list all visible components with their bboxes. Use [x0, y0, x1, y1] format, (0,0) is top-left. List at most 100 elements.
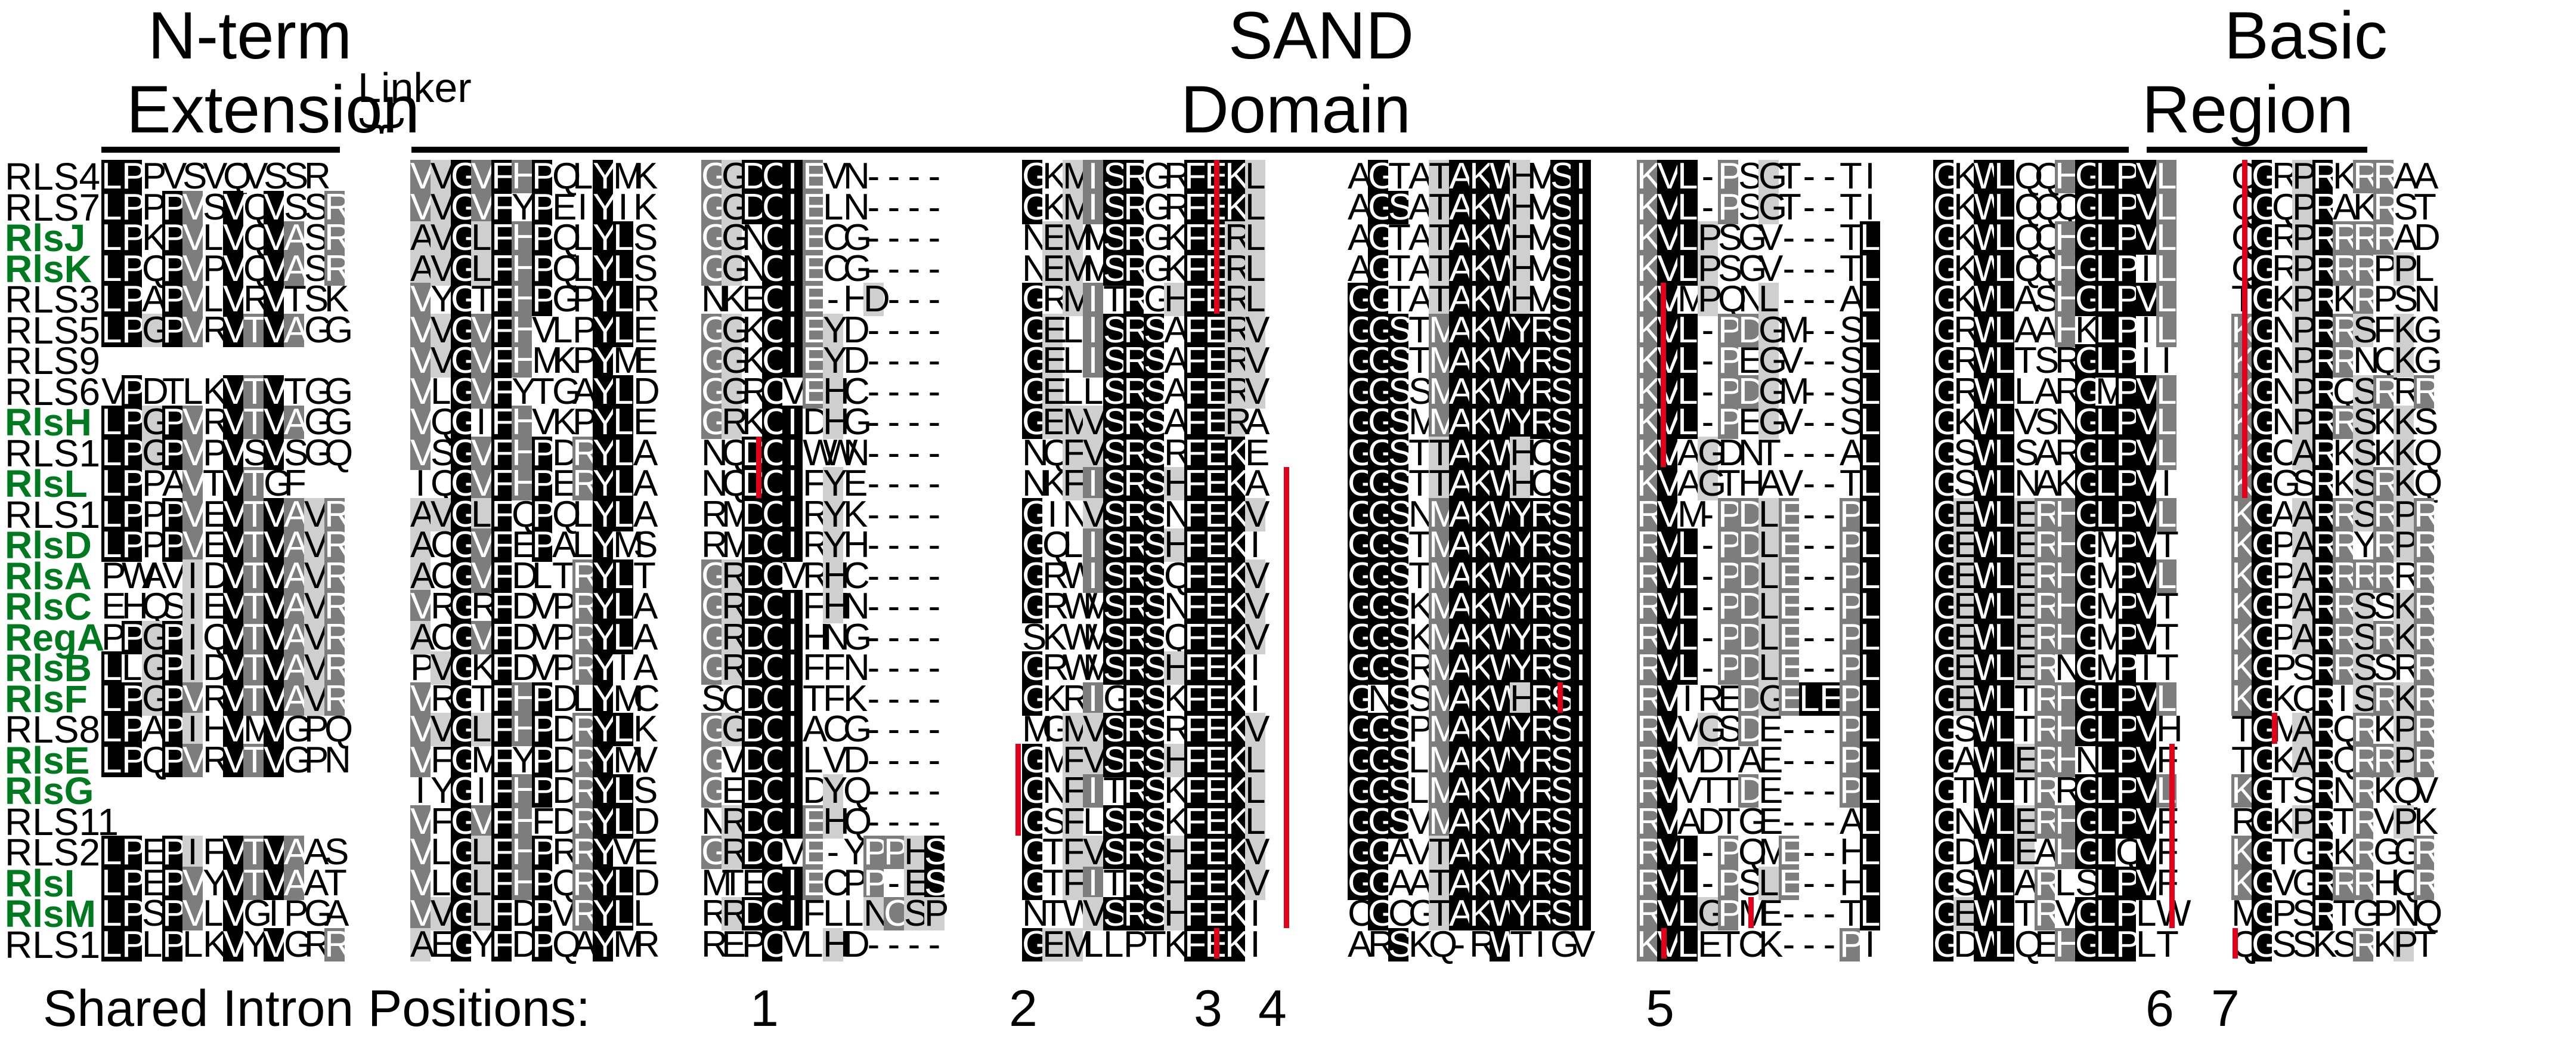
alignment-row: NEMMSRGKFERL — [1022, 217, 1266, 258]
header-domain: Domain — [1181, 72, 1411, 147]
intron-position-number: 1 — [750, 980, 779, 1037]
header-extension: Extension — [126, 72, 420, 147]
header-sand: SAND — [1228, 0, 1414, 73]
alignment-row: LPQPVPVQVASR — [101, 248, 351, 289]
alignment-row: QGRPRRRPPL — [2231, 248, 2435, 289]
alignment-row: VVGLFHPDRYLK — [410, 709, 658, 750]
alignment-row: VSGVFHPDRYLA — [410, 432, 658, 474]
alignment-row: GGSRMAKWYRSI — [1348, 650, 1591, 687]
alignment-row: KGPARRSRKR — [2231, 616, 2441, 658]
alignment-row: GSWLNAKGLPVI — [1933, 463, 2172, 504]
alignment-row: GRDCI FHN- - - - — [701, 586, 941, 627]
alignment-row: RVL- PDLE- - PL — [1637, 586, 1881, 627]
alignment-row: GEWLERHGMPVT — [1933, 524, 2179, 565]
alignment-row: KVLPSGV- - - TL — [1637, 217, 1881, 258]
alignment-row: GEDCI DYQ- - - - — [701, 770, 941, 811]
sequence-name: RlsI — [5, 861, 75, 905]
alignment-row: RVVTTDE- - - PL — [1637, 770, 1881, 811]
alignment-row: GRMITRGHFERL — [1022, 279, 1266, 320]
alignment-row: LLGPI DVTVAVR — [101, 647, 351, 688]
alignment-row: GVDCI LVD- - - - — [701, 739, 941, 781]
alignment-row: GRWLAAHKLPI L — [1933, 309, 2177, 351]
intron-position-number: 2 — [1009, 980, 1038, 1037]
sequence-name: RlsB — [5, 647, 92, 690]
alignment-row: KGPSRRSSRR — [2231, 647, 2441, 688]
alignment-row: GDWLEAHGLQVF — [1933, 831, 2179, 873]
alignment-row: RGKPRTRVPK — [2231, 800, 2439, 842]
alignment-row: KGGSRKSRKQ — [2231, 465, 2442, 502]
sequence-name: RLS5 — [5, 308, 101, 352]
alignment-row: ARSKQ- RWTI GV — [1348, 923, 1596, 965]
sand-bar — [411, 147, 2129, 153]
sequence-name: RlsA — [5, 554, 92, 598]
alignment-row: GKMISRGRFEKL — [1022, 186, 1266, 228]
alignment-row: LPPAVTVTGF — [101, 463, 306, 504]
alignment-row: NKECI E- HD- - - — [701, 279, 941, 320]
alignment-row: KGKQRI SRKR — [2231, 678, 2441, 719]
alignment-row: RVL- PSLE- - HL — [1637, 862, 1881, 904]
footer-label: Shared Intron Positions: — [43, 980, 590, 1037]
alignment-row: GEWLERHGMPVT — [1933, 616, 2179, 658]
alignment-row: LPSPVLVGI PGA — [101, 893, 349, 934]
alignment-row: KVL- PEGV- - SL — [1637, 340, 1881, 381]
alignment-row: RVADTGE- - - AL — [1637, 800, 1881, 842]
alignment-row: GKRI GRSKFEKI — [1022, 678, 1261, 719]
alignment-row: RMDCI RYH- - - - — [701, 524, 941, 565]
sequence-name: RlsL — [5, 462, 88, 505]
sequence-name: RlsH — [5, 401, 92, 444]
alignment-row: AGTATAKWHVSI — [1348, 219, 1591, 256]
alignment-row: LPGPVPVSVSGQ — [101, 432, 354, 474]
sequence-name: RLS4 — [5, 155, 101, 198]
alignment-row: ACGVFDVPRYLA — [410, 616, 658, 658]
alignment-row: KGCARKSKKQ — [2231, 434, 2442, 471]
sequence-name: RLS3 — [5, 278, 101, 321]
alignment-row: EHQSI EVTVAVR — [101, 586, 351, 627]
alignment-row: KGPARRSSKR — [2231, 586, 2441, 627]
alignment-row: LPPPVSVQVSSR — [101, 186, 351, 228]
alignment-row: LPKPVLVQVASR — [101, 217, 351, 258]
header-nterm: N-term — [148, 0, 352, 73]
alignment-row: RVL- PDLE- - PL — [1637, 647, 1881, 688]
alignment-row: GNWLERHGLPVF — [1933, 800, 2179, 842]
alignment-row: SKWMSRSQFEKV — [1022, 616, 1270, 658]
alignment-row: GRWLTSRGLPI I — [1933, 340, 2172, 381]
intron-marker — [756, 436, 761, 498]
alignment-row: GGSTTAKWHCSI — [1348, 465, 1591, 502]
alignment-row: KGNPRRNQKG — [2231, 342, 2442, 379]
alignment-row: QGQPRAKRST — [2231, 186, 2436, 228]
alignment-row: MGMVSRSRFEKV — [1022, 709, 1270, 750]
alignment-row: GKWLVSNGLPVL — [1933, 401, 2177, 443]
alignment-row: LPEPVYVTVAAT — [101, 862, 347, 904]
alignment-row: VVGVFHPQLYMK — [410, 156, 658, 197]
alignment-row: KVAGDNT- - - AL — [1637, 432, 1881, 474]
alignment-row: KVLETCK- - - PI — [1637, 923, 1875, 965]
sequence-name: RLS11 — [5, 800, 119, 843]
alignment-row: GRDCI FFN- - - - — [701, 647, 941, 688]
alignment-row: REPCVLHD- - - - — [701, 923, 941, 965]
alignment-row: GGSKMAKWYRSI — [1348, 588, 1591, 625]
alignment-row: RVL- PQME- - HL — [1637, 831, 1881, 873]
alignment-row: MTECI ECPP- ES — [701, 862, 949, 904]
alignment-row: GQL I SRSHFEKI — [1022, 524, 1261, 565]
alignment-row: GGDCI ACG- - - - — [701, 709, 941, 750]
sequence-name: RLS9 — [5, 339, 101, 382]
alignment-row: GSWLARLSLPVF — [1933, 862, 2179, 904]
alignment-row: RVM- PDLE- - PL — [1637, 493, 1881, 535]
alignment-row: GEMLLPTKFEKI — [1022, 923, 1261, 965]
alignment-row: KVL- PDGM- - SL — [1637, 309, 1881, 351]
alignment-row: GEL I SRSAFERV — [1022, 309, 1270, 351]
intron-marker — [1661, 927, 1667, 959]
alignment-row: GGDCI EVN- - - - — [701, 156, 941, 197]
alignment-row: GKWLASHGLPVL — [1933, 279, 2177, 320]
alignment-row: GEWLTRHGLPVL — [1933, 678, 2177, 719]
alignment-row: RVVGSDE- - - PL — [1637, 709, 1881, 750]
intron-marker — [2169, 743, 2175, 928]
alignment-row: NKFI SRSHFEKA — [1022, 463, 1270, 504]
header-linker: Linker — [358, 64, 472, 111]
alignment-row: RVVDTAE- - - PL — [1637, 739, 1881, 781]
alignment-row: VVGVFYPEI YI K — [410, 186, 658, 228]
alignment-row: GEWLERHGLPVL — [1933, 493, 2177, 535]
sequence-name: RlsF — [5, 677, 88, 721]
alignment-row: GGSTMAKWYRSI — [1348, 527, 1591, 564]
alignment-row: GDWLQEHGLPLT — [1933, 923, 2179, 965]
